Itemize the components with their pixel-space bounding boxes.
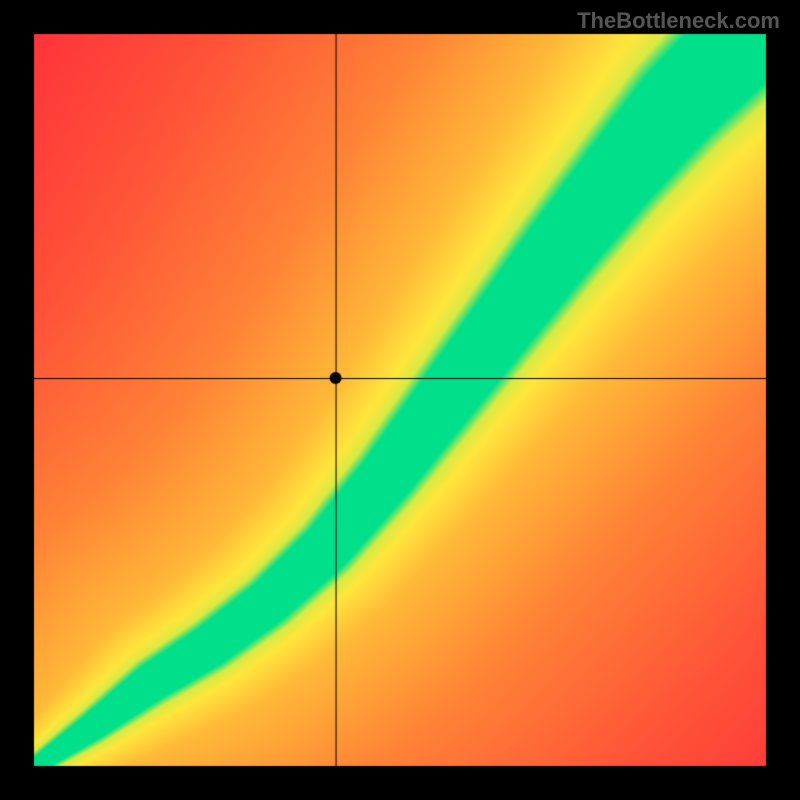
chart-container: TheBottleneck.com: [0, 0, 800, 800]
bottleneck-heatmap-canvas: [0, 0, 800, 800]
watermark-text: TheBottleneck.com: [577, 8, 780, 34]
